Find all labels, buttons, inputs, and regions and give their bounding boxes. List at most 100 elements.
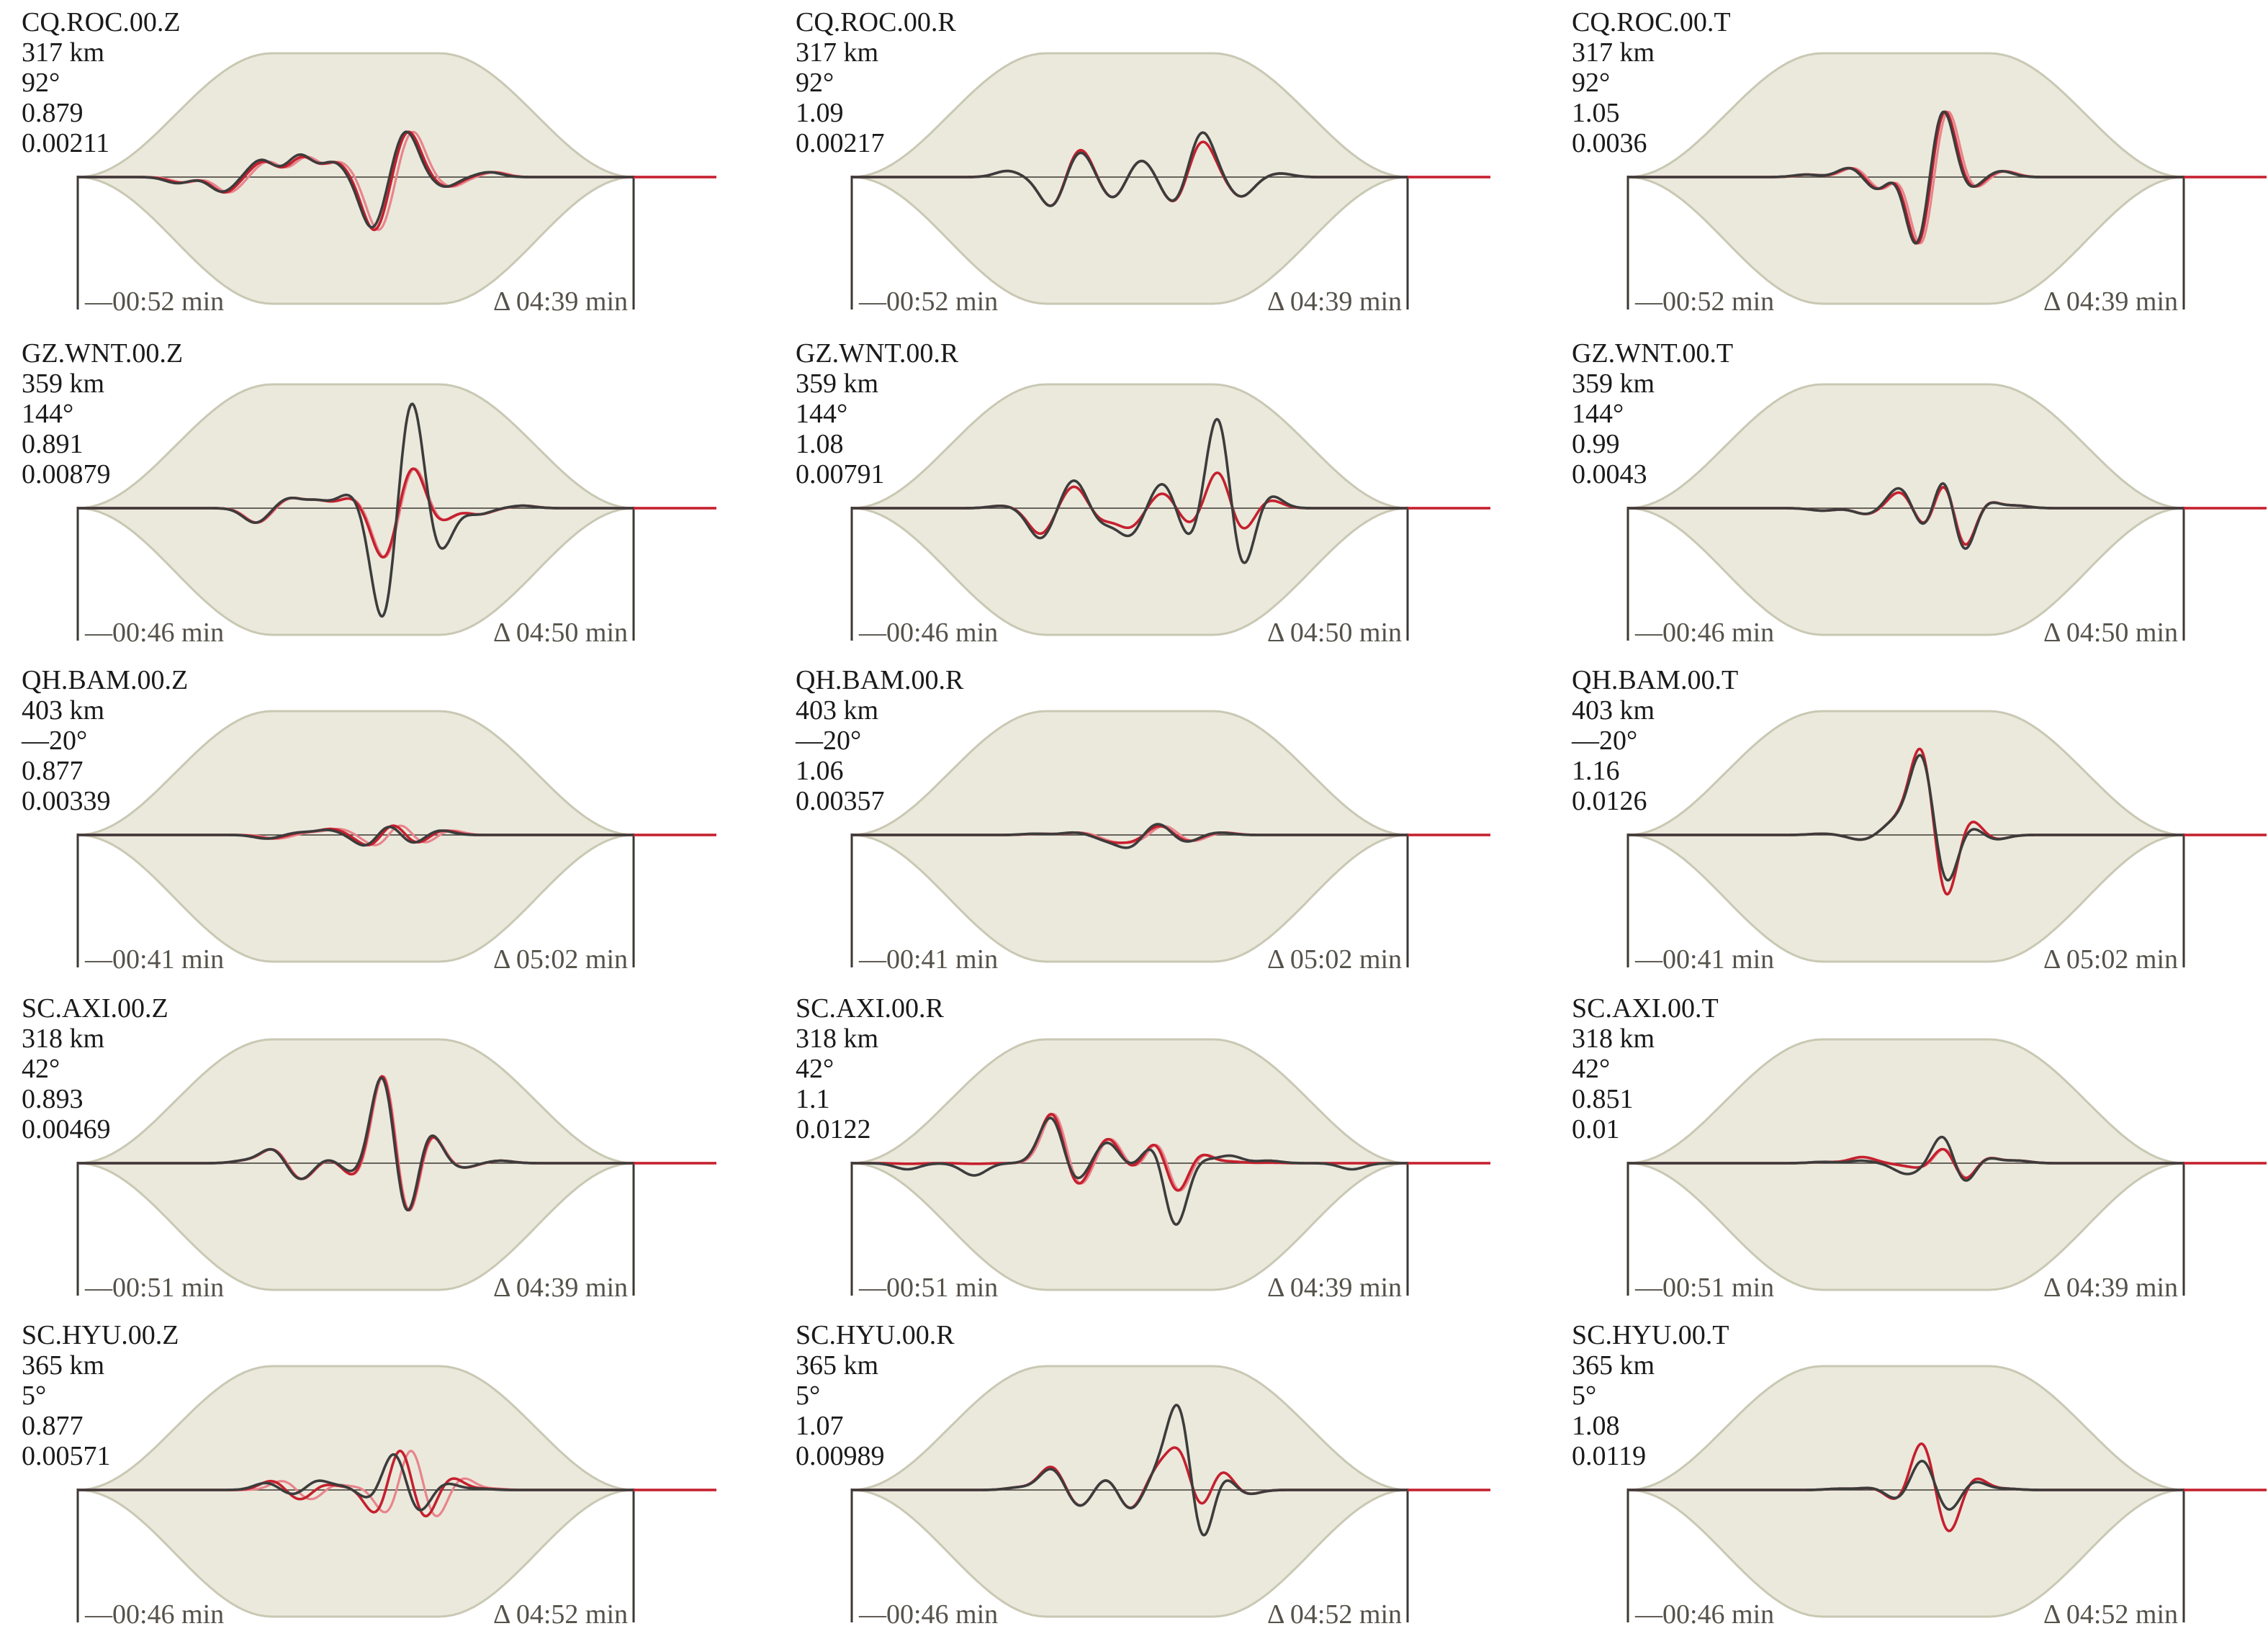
station-code: SC.HYU.00.Z — [22, 1320, 179, 1350]
epicentral-distance: 359 km — [22, 369, 105, 399]
waveform-plot — [76, 710, 716, 967]
observed-trace — [852, 1116, 1408, 1226]
station-code: SC.AXI.00.T — [1572, 993, 1719, 1024]
seismogram-panel: QH.BAM.00.R 403 km —20° 1.06 0.00357 —00:41 m… — [796, 665, 1530, 988]
amplitude-ratio: 0.99 — [1572, 429, 1620, 459]
station-code: SC.AXI.00.Z — [22, 993, 168, 1024]
epicentral-distance: 403 km — [1572, 695, 1655, 726]
observed-trace — [1628, 110, 2184, 245]
waveform-plot — [850, 383, 1490, 641]
amplitude-ratio: 1.05 — [1572, 98, 1620, 128]
azimuth: 42° — [1572, 1054, 1611, 1084]
station-info: QH.BAM.00.R 403 km —20° 1.06 0.00357 — [796, 665, 963, 816]
azimuth: 5° — [1572, 1381, 1597, 1411]
station-info: SC.AXI.00.T 318 km 42° 0.851 0.01 — [1572, 993, 1719, 1144]
epicentral-distance: 365 km — [22, 1350, 105, 1381]
station-code: SC.AXI.00.R — [796, 993, 944, 1024]
max-amplitude: 0.00469 — [22, 1114, 111, 1144]
window-length-label: Δ 04:39 min — [1266, 1273, 1402, 1303]
amplitude-ratio: 1.07 — [796, 1411, 844, 1441]
observed-trace — [1628, 1135, 2184, 1182]
window-length-label: Δ 04:52 min — [2043, 1599, 2178, 1630]
azimuth: 5° — [796, 1381, 821, 1411]
station-info: SC.AXI.00.R 318 km 42° 1.1 0.0122 — [796, 993, 944, 1144]
waveform-plot — [850, 710, 1490, 967]
amplitude-ratio: 1.1 — [796, 1084, 830, 1114]
start-time-label: —00:46 min — [1635, 618, 1775, 648]
observed-trace — [78, 130, 634, 229]
amplitude-ratio: 1.08 — [1572, 1411, 1620, 1441]
start-time-label: —00:41 min — [1635, 944, 1775, 975]
station-info: QH.BAM.00.Z 403 km —20° 0.877 0.00339 — [22, 665, 188, 816]
max-amplitude: 0.01 — [1572, 1114, 1620, 1144]
station-info: CQ.ROC.00.Z 317 km 92° 0.879 0.00211 — [22, 7, 181, 158]
start-time-label: —00:52 min — [859, 286, 999, 317]
station-code: QH.BAM.00.T — [1572, 665, 1739, 695]
window-length-label: Δ 05:02 min — [2043, 944, 2178, 975]
epicentral-distance: 365 km — [796, 1350, 879, 1381]
waveform-plot — [1626, 1038, 2267, 1296]
seismogram-panel: QH.BAM.00.T 403 km —20° 1.16 0.0126 —00:41 mi… — [1572, 665, 2268, 988]
station-info: SC.HYU.00.T 365 km 5° 1.08 0.0119 — [1572, 1320, 1729, 1471]
observed-trace — [1628, 754, 2184, 882]
amplitude-ratio: 0.851 — [1572, 1084, 1634, 1114]
station-info: CQ.ROC.00.T 317 km 92° 1.05 0.0036 — [1572, 7, 1731, 158]
max-amplitude: 0.0119 — [1572, 1441, 1647, 1471]
epicentral-distance: 318 km — [1572, 1024, 1655, 1054]
amplitude-ratio: 0.891 — [22, 429, 84, 459]
azimuth: 92° — [1572, 68, 1611, 98]
seismogram-panel: SC.AXI.00.R 318 km 42° 1.1 0.0122 —00:51 min Δ… — [796, 993, 1530, 1316]
observed-trace — [852, 823, 1408, 849]
amplitude-ratio: 0.893 — [22, 1084, 84, 1114]
observed-trace — [78, 1076, 634, 1211]
waveform-plot — [76, 52, 716, 310]
azimuth: —20° — [796, 726, 862, 756]
waveform-plot — [76, 1365, 716, 1622]
max-amplitude: 0.00989 — [796, 1441, 885, 1471]
max-amplitude: 0.00791 — [796, 459, 885, 489]
station-info: GZ.WNT.00.R 359 km 144° 1.08 0.00791 — [796, 338, 958, 489]
amplitude-ratio: 1.09 — [796, 98, 844, 128]
azimuth: 92° — [22, 68, 60, 98]
azimuth: 5° — [22, 1381, 47, 1411]
window-length-label: Δ 04:52 min — [1266, 1599, 1402, 1630]
start-time-label: —00:46 min — [859, 618, 999, 648]
window-length-label: Δ 04:39 min — [2043, 286, 2178, 317]
max-amplitude: 0.0122 — [796, 1114, 871, 1144]
waveform-plot — [850, 1365, 1490, 1622]
max-amplitude: 0.00879 — [22, 459, 111, 489]
station-code: CQ.ROC.00.Z — [22, 7, 181, 37]
station-code: QH.BAM.00.Z — [22, 665, 189, 695]
start-time-label: —00:46 min — [859, 1599, 999, 1630]
start-time-label: —00:51 min — [859, 1273, 999, 1303]
start-time-label: —00:51 min — [1635, 1273, 1775, 1303]
station-info: GZ.WNT.00.T 359 km 144° 0.99 0.0043 — [1572, 338, 1733, 489]
max-amplitude: 0.00571 — [22, 1441, 111, 1471]
station-code: SC.HYU.00.T — [1572, 1320, 1729, 1350]
station-code: CQ.ROC.00.R — [796, 7, 956, 37]
amplitude-ratio: 1.16 — [1572, 756, 1620, 786]
station-code: GZ.WNT.00.T — [1572, 338, 1734, 369]
station-code: QH.BAM.00.R — [796, 665, 964, 695]
amplitude-ratio: 1.06 — [796, 756, 844, 786]
seismogram-panel: GZ.WNT.00.Z 359 km 144° 0.891 0.00879 —00:46 … — [22, 338, 756, 661]
azimuth: —20° — [1572, 726, 1638, 756]
start-time-label: —00:51 min — [85, 1273, 225, 1303]
observed-trace — [78, 826, 634, 847]
station-info: CQ.ROC.00.R 317 km 92° 1.09 0.00217 — [796, 7, 956, 158]
amplitude-ratio: 0.877 — [22, 1411, 84, 1441]
epicentral-distance: 403 km — [22, 695, 105, 726]
window-length-label: Δ 04:50 min — [1266, 618, 1402, 648]
window-length-label: Δ 04:50 min — [2043, 618, 2178, 648]
seismogram-panel: SC.HYU.00.R 365 km 5° 1.07 0.00989 —00:46 min… — [796, 1320, 1530, 1643]
station-info: QH.BAM.00.T 403 km —20° 1.16 0.0126 — [1572, 665, 1738, 816]
seismogram-panel: SC.AXI.00.T 318 km 42° 0.851 0.01 —00:51 min Δ… — [1572, 993, 2268, 1316]
waveform-plot — [850, 52, 1490, 310]
seismogram-panel: CQ.ROC.00.Z 317 km 92° 0.879 0.00211 —00:52 m… — [22, 7, 756, 330]
start-time-label: —00:46 min — [85, 618, 225, 648]
window-length-label: Δ 04:39 min — [492, 286, 628, 317]
amplitude-ratio: 0.879 — [22, 98, 84, 128]
station-code: SC.HYU.00.R — [796, 1320, 955, 1350]
waveform-plot — [1626, 383, 2267, 641]
